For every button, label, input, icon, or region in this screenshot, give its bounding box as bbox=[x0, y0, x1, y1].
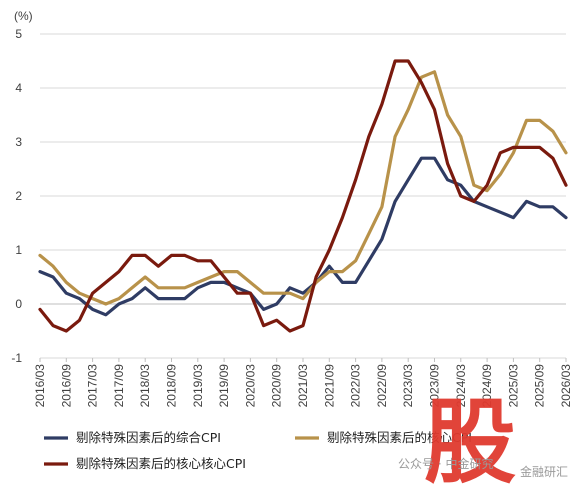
x-tick-label: 2022/09 bbox=[375, 364, 389, 408]
legend-label-1: 剔除特殊因素后的综合CPI bbox=[76, 430, 221, 445]
x-tick-label: 2026/03 bbox=[559, 364, 573, 408]
legend: 剔除特殊因素后的综合CPI 剔除特殊因素后的核心CPI 剔除特殊因素后的核心核心CP… bbox=[44, 430, 472, 471]
x-tick-label: 2025/03 bbox=[506, 364, 520, 408]
watermark-account: 公众号 · 中金研究 bbox=[398, 456, 493, 471]
y-tick-label: 4 bbox=[15, 81, 22, 95]
x-tick-label: 2021/09 bbox=[322, 364, 336, 408]
y-tick-label: 2 bbox=[15, 189, 22, 203]
x-tick-label: 2017/03 bbox=[86, 364, 100, 408]
x-tick-label: 2025/09 bbox=[533, 364, 547, 408]
watermark-brand: 金融研汇 bbox=[520, 464, 568, 479]
y-tick-label: 0 bbox=[15, 297, 22, 311]
y-tick-label: 5 bbox=[15, 27, 22, 41]
x-tick-label: 2019/09 bbox=[217, 364, 231, 408]
x-tick-label: 2020/09 bbox=[270, 364, 284, 408]
y-tick-label: -1 bbox=[11, 351, 22, 365]
y-tick-label: 1 bbox=[15, 243, 22, 257]
x-tick-label: 2018/03 bbox=[138, 364, 152, 408]
series-line-3 bbox=[38, 59, 568, 333]
x-tick-label: 2022/03 bbox=[349, 364, 363, 408]
axes: (%) 5 4 3 2 1 0 -1 2016/03 2016/09 2017/03 2017/09 2… bbox=[11, 9, 573, 407]
x-tick-label: 2023/03 bbox=[401, 364, 415, 408]
series-line-2 bbox=[38, 70, 568, 306]
y-unit-label: (%) bbox=[14, 9, 33, 23]
series-line-1 bbox=[38, 156, 568, 317]
x-tick-label: 2018/09 bbox=[165, 364, 179, 408]
watermark-glyph: 股 bbox=[424, 389, 516, 486]
x-tick-label: 2016/09 bbox=[59, 364, 73, 408]
x-tick-label: 2016/03 bbox=[33, 364, 47, 408]
series-lines bbox=[38, 59, 568, 333]
x-tick-label: 2024/09 bbox=[480, 364, 494, 408]
x-tick-label: 2017/09 bbox=[112, 364, 126, 408]
grid-lines bbox=[40, 33, 566, 359]
x-tick-label: 2024/03 bbox=[454, 364, 468, 408]
x-tick-label: 2021/03 bbox=[296, 364, 310, 408]
x-tick-label: 2023/09 bbox=[428, 364, 442, 408]
x-tick-label: 2020/03 bbox=[243, 364, 257, 408]
legend-label-2: 剔除特殊因素后的核心CPI bbox=[327, 430, 472, 445]
legend-label-3: 剔除特殊因素后的核心核心CPI bbox=[76, 456, 246, 471]
y-tick-label: 3 bbox=[15, 135, 22, 149]
x-tick-label: 2019/03 bbox=[191, 364, 205, 408]
